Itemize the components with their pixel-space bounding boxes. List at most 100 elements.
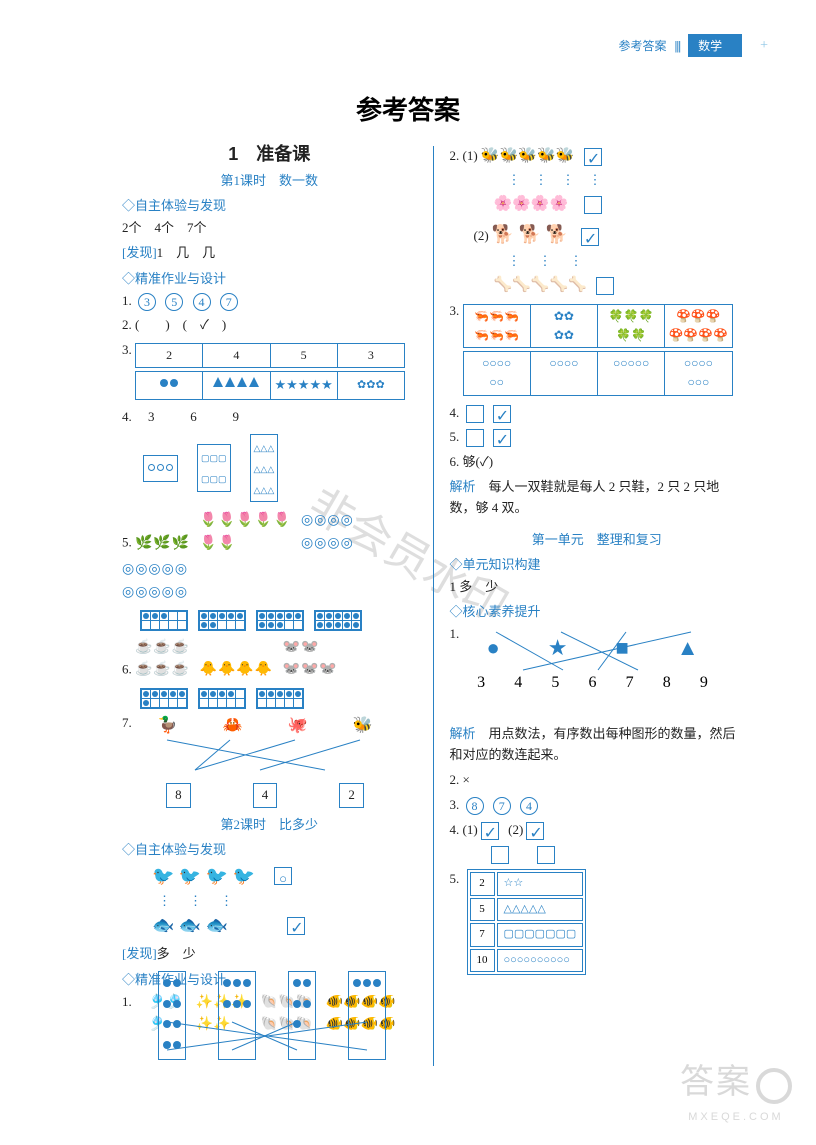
q5-g: ☆☆ bbox=[497, 872, 584, 896]
fish-icon-row: 🐟 🐟 🐟 bbox=[152, 911, 228, 940]
q7: 7. 🦆 🦀 🐙 🐝 8 4 2 bbox=[122, 713, 417, 810]
flower-icon-group: 🌷🌷🌷🌷🌷🌷🌷 bbox=[200, 510, 292, 555]
q1-match: 1. 🎐🎐🎐 ✨✨✨✨✨ 🐚🐚🐚🐚🐚🐚 🐠🐠🐠🐠🐠🐠🐠🐠 bbox=[122, 992, 402, 1062]
cup-icon-group: ☕☕☕☕☕☕ bbox=[135, 637, 190, 682]
analysis-2: 解析 用点数法，有序数出每种图形的数量，然后和对应的数连起来。 bbox=[450, 724, 745, 766]
analysis-label: 解析 bbox=[450, 479, 476, 494]
r-q6: 6. 够(✓) bbox=[450, 452, 745, 473]
page-title: 参考答案 bbox=[0, 90, 816, 127]
r-q4-label: 4. bbox=[450, 405, 460, 420]
r-q3-cell: ○○○○ bbox=[531, 352, 598, 394]
q6: 6. ☕☕☕☕☕☕ 🐥🐥🐥🐥 🐭🐭🐭🐭🐭 bbox=[122, 635, 417, 684]
core-q4-label: 4. bbox=[450, 822, 460, 837]
right-column: 2. (1) 🐝🐝🐝🐝🐝 ⋮⋮⋮⋮ 🌸🌸🌸🌸 (2) 🐕 🐕 🐕 ⋮⋮⋮ 🦴🦴🦴… bbox=[438, 140, 757, 1066]
check-box: ○ bbox=[274, 867, 292, 885]
discover-line: [发现]1 几 几 bbox=[122, 243, 417, 264]
r-q2: 2. (1) 🐝🐝🐝🐝🐝 bbox=[450, 144, 745, 168]
q3-numrow: 2 4 5 3 bbox=[135, 343, 405, 368]
check-box-checked bbox=[287, 917, 305, 935]
discover-2: [发现]多 少 bbox=[122, 944, 417, 965]
q3-shape: ★★★★★ bbox=[271, 372, 338, 399]
r-q5-label: 5. bbox=[450, 429, 460, 444]
q6-frames bbox=[122, 688, 417, 709]
dotframe bbox=[218, 971, 256, 1060]
analysis-text: 每人一双鞋就是每人 2 只鞋，2 只 2 只地数，够 4 双。 bbox=[450, 479, 720, 515]
core-q5: 5. 2☆☆ 5△△△△△ 7▢▢▢▢▢▢▢ 10○○○○○○○○○○ bbox=[450, 869, 745, 975]
check-box bbox=[466, 429, 484, 447]
section-self-discover-2: ◇自主体验与发现 bbox=[122, 839, 417, 858]
circle-num: 8 bbox=[466, 797, 484, 815]
bee-icon: 🐝 bbox=[353, 713, 373, 739]
dotframe bbox=[288, 971, 316, 1060]
lesson-title-1: 第1课时 数一数 bbox=[122, 170, 417, 189]
bone-row: 🦴🦴🦴🦴🦴 bbox=[494, 277, 587, 293]
q4-num: 6 bbox=[190, 409, 197, 424]
unit-heading: 1 准备课 bbox=[122, 140, 417, 166]
r-q5: 5. bbox=[450, 427, 745, 448]
flower-row: 🌸🌸🌸🌸 bbox=[494, 196, 569, 212]
q3-shape: ✿✿✿ bbox=[338, 372, 404, 399]
circle-num: 3 bbox=[138, 293, 156, 311]
check-box-checked bbox=[526, 822, 544, 840]
q5-n: 2 bbox=[470, 872, 495, 896]
chick-icon-group: 🐥🐥🐥🐥 bbox=[200, 659, 274, 681]
r-q3: 3. 🦐🦐🦐🦐🦐🦐 ✿✿✿✿ 🍀🍀🍀🍀🍀 🍄🍄🍄🍄🍄🍄🍄 ○○○○○○ ○○○○… bbox=[450, 301, 745, 399]
q5-frames bbox=[122, 610, 417, 631]
q7-lines bbox=[135, 738, 395, 774]
circle-num: 7 bbox=[220, 293, 238, 311]
q3-shape bbox=[136, 372, 203, 399]
dot-icon-group: ◎◎◎◎◎◎◎◎ bbox=[301, 510, 354, 555]
crab-icon: 🦀 bbox=[223, 713, 243, 739]
circle-num: 4 bbox=[520, 797, 538, 815]
q5-g: △△△△△ bbox=[497, 898, 584, 922]
mouse-icon-group: 🐭🐭🐭🐭🐭 bbox=[283, 637, 338, 682]
check-box-checked bbox=[493, 405, 511, 423]
check-box-checked bbox=[493, 429, 511, 447]
dotframe bbox=[158, 971, 186, 1060]
r-q3-cell: ○○○○○ bbox=[598, 352, 665, 394]
match-lines bbox=[463, 630, 723, 674]
r-q3-bot: ○○○○○○ ○○○○ ○○○○○ ○○○○○○○ bbox=[463, 351, 733, 395]
tenframe bbox=[140, 688, 188, 709]
plant-icon-group: 🌿🌿🌿 bbox=[135, 533, 190, 555]
r-q3-top: 🦐🦐🦐🦐🦐🦐 ✿✿✿✿ 🍀🍀🍀🍀🍀 🍄🍄🍄🍄🍄🍄🍄 bbox=[463, 304, 733, 348]
r-q3-cell: ○○○○○○ bbox=[464, 352, 531, 394]
r-q3-cell: 🍄🍄🍄🍄🍄🍄🍄 bbox=[665, 305, 731, 347]
core-q4: 4. (1) (2) bbox=[450, 820, 745, 841]
unit-name: 准备课 bbox=[256, 144, 310, 164]
q7-box: 8 bbox=[166, 783, 191, 808]
q3-shape bbox=[203, 372, 270, 399]
dotframe bbox=[348, 971, 386, 1060]
tenframe bbox=[256, 688, 304, 709]
q4-num: 3 bbox=[148, 409, 155, 424]
check-box-checked bbox=[581, 228, 599, 246]
footer-watermark: 答案 MXEQE.COM bbox=[680, 1054, 792, 1123]
dot-icon-group: ◎◎◎◎◎◎◎◎◎◎ bbox=[122, 559, 188, 604]
q7-box: 4 bbox=[253, 783, 278, 808]
discover-text: 1 几 几 bbox=[157, 245, 216, 260]
core-q2: 2. × bbox=[450, 770, 745, 791]
column-divider bbox=[433, 146, 434, 1066]
section-unit-build: ◇单元知识构建 bbox=[450, 554, 745, 573]
discover-label: [发现] bbox=[122, 245, 157, 260]
tenframe bbox=[198, 610, 246, 631]
analysis-label-2: 解析 bbox=[450, 726, 476, 741]
review-title: 第一单元 整理和复习 bbox=[450, 529, 745, 548]
q5-n: 10 bbox=[470, 949, 495, 973]
r-q3-cell: 🍀🍀🍀🍀🍀 bbox=[598, 305, 665, 347]
check-box bbox=[466, 405, 484, 423]
tenframe bbox=[314, 610, 362, 631]
r-q2-2b: 🦴🦴🦴🦴🦴 bbox=[450, 273, 745, 297]
analysis-1: 解析 每人一双鞋就是每人 2 只鞋，2 只 2 只地数，够 4 双。 bbox=[450, 477, 745, 519]
q5-g: ▢▢▢▢▢▢▢ bbox=[497, 923, 584, 947]
core-q5-label: 5. bbox=[450, 871, 460, 886]
shape-frame bbox=[143, 455, 178, 482]
tenframe bbox=[198, 688, 246, 709]
check-box bbox=[596, 277, 614, 295]
section-self-discover: ◇自主体验与发现 bbox=[122, 195, 417, 214]
q4-num: 9 bbox=[233, 409, 240, 424]
q4: 4. 3 6 9 bbox=[122, 407, 417, 428]
line-counts: 2个 4个 7个 bbox=[122, 218, 417, 239]
header-ref: 参考答案 bbox=[618, 37, 666, 54]
shape-frame: △△△△△△△△△ bbox=[250, 434, 279, 502]
